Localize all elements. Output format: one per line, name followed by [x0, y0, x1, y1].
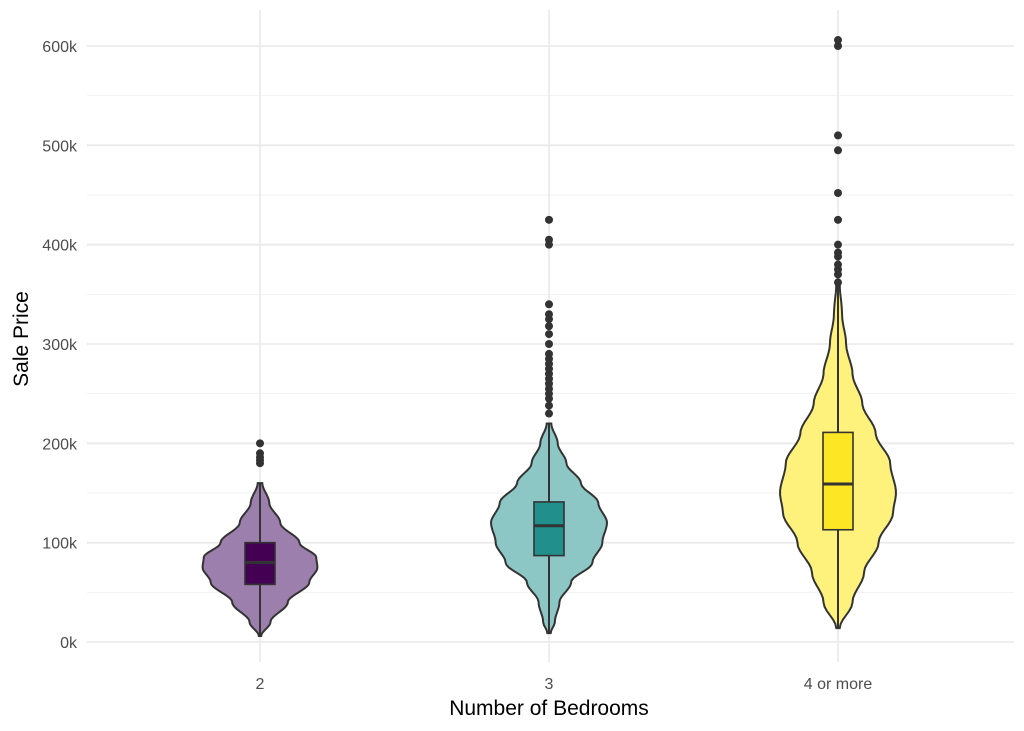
- outlier-point: [256, 449, 264, 458]
- y-tick-label: 600k: [42, 39, 78, 56]
- y-axis: 0k 100k 200k 300k 400k 500k 600k: [42, 39, 78, 652]
- violin-group-1: [201, 439, 319, 637]
- outlier-point: [545, 310, 553, 319]
- outlier-point: [834, 36, 842, 45]
- outlier-point: [834, 260, 842, 269]
- outlier-point: [545, 300, 553, 309]
- y-tick-label: 0k: [60, 635, 78, 652]
- outlier-point: [834, 248, 842, 257]
- y-tick-label: 100k: [42, 536, 78, 553]
- x-axis: 2 3 4 or more: [256, 676, 873, 693]
- outlier-point: [545, 349, 553, 358]
- outlier-point: [834, 278, 842, 287]
- outlier-point: [256, 439, 264, 448]
- outlier-point: [834, 42, 842, 50]
- outlier-point: [834, 131, 842, 140]
- outlier-point: [834, 189, 842, 198]
- outlier-point: [545, 340, 553, 348]
- outlier-point: [834, 240, 842, 249]
- y-tick-label: 200k: [42, 436, 78, 453]
- y-tick-label: 400k: [42, 238, 78, 255]
- x-tick-label: 4 or more: [804, 676, 873, 693]
- violin-group-2: [489, 215, 609, 635]
- outlier-point: [545, 322, 553, 331]
- outlier-point: [545, 330, 553, 339]
- iqr-box: [533, 501, 565, 557]
- iqr-box: [822, 431, 854, 531]
- y-axis-title: Sale Price: [10, 291, 33, 387]
- outlier-point: [834, 215, 842, 224]
- x-tick-label: 2: [256, 676, 265, 693]
- outlier-point: [834, 146, 842, 155]
- outlier-point: [545, 401, 553, 410]
- outlier-point: [545, 235, 553, 244]
- outlier-point: [545, 215, 553, 224]
- violins: [201, 36, 897, 637]
- outlier-point: [545, 409, 553, 418]
- y-tick-label: 500k: [42, 138, 78, 155]
- violin-group-3: [779, 36, 897, 630]
- x-tick-label: 3: [545, 676, 554, 693]
- y-tick-label: 300k: [42, 337, 78, 354]
- x-axis-title: Number of Bedrooms: [449, 697, 649, 720]
